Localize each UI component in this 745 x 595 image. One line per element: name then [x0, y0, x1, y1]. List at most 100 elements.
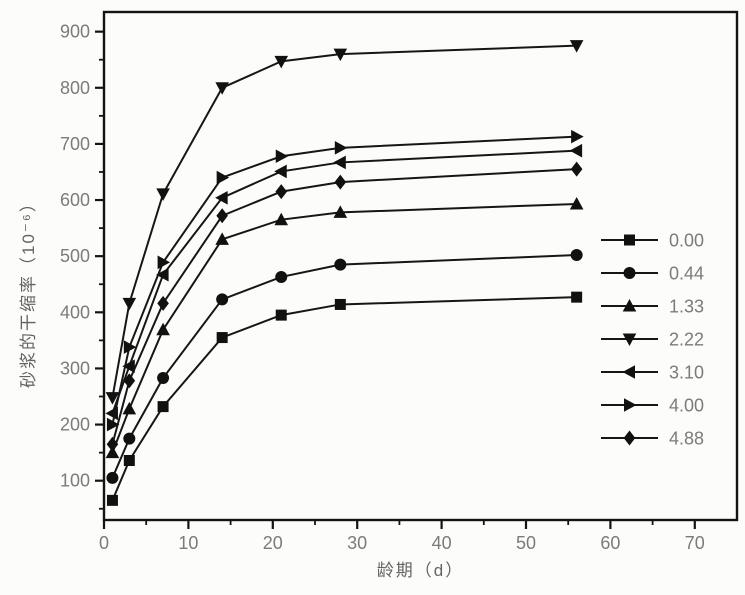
series-1.33 — [105, 196, 584, 459]
triangle-down-marker — [274, 55, 289, 69]
triangle-up-marker — [333, 205, 348, 218]
triangle-down-marker — [215, 82, 229, 95]
triangle-right-marker — [624, 398, 637, 412]
x-tick-label: 70 — [685, 533, 705, 553]
legend-item-4.88: 4.88 — [601, 429, 704, 449]
x-tick-label: 30 — [347, 533, 367, 553]
triangle-up-marker — [274, 212, 289, 226]
legend-label: 2.22 — [669, 330, 704, 350]
legend-label: 1.33 — [669, 297, 704, 317]
series-line — [111, 149, 577, 414]
y-tick-labels: 100 200 300 400 500 600 700 800 900 — [60, 22, 90, 491]
y-axis-label: 砂浆的干缩率（10⁻⁶） — [19, 193, 38, 388]
legend-item-1.33: 1.33 — [601, 297, 704, 317]
triangle-right-marker — [157, 255, 171, 270]
circle-marker — [570, 249, 583, 262]
legend: 0.00 0.44 1.33 2.22 3.10 4.00 4.88 — [601, 231, 704, 449]
square-marker — [624, 234, 635, 246]
diamond-marker — [157, 295, 169, 311]
legend-item-0.00: 0.00 — [601, 231, 704, 251]
x-tick-label: 60 — [600, 533, 620, 553]
legend-label: 3.10 — [669, 363, 704, 383]
x-tick-labels: 0 10 20 30 40 50 60 70 — [99, 533, 705, 553]
y-tick-label: 400 — [60, 302, 90, 322]
axis-ticks — [95, 30, 696, 529]
triangle-right-marker — [571, 129, 584, 144]
triangle-left-marker — [122, 359, 135, 373]
triangle-right-marker — [123, 340, 137, 354]
triangle-right-marker — [275, 149, 289, 164]
legend-item-2.22: 2.22 — [601, 330, 704, 350]
series-line — [111, 254, 577, 479]
legend-item-4.00: 4.00 — [601, 396, 704, 416]
circle-marker — [157, 371, 170, 384]
y-tick-label: 100 — [60, 471, 90, 491]
circle-marker — [106, 471, 119, 484]
plot-frame — [102, 10, 739, 522]
triangle-right-marker — [106, 417, 120, 432]
y-tick-label: 800 — [60, 78, 90, 98]
diamond-marker — [334, 174, 347, 190]
square-marker — [106, 494, 118, 506]
x-tick-label: 50 — [516, 533, 536, 553]
triangle-down-marker — [622, 333, 637, 346]
series-0.44 — [106, 249, 583, 484]
x-tick-label: 0 — [99, 533, 109, 553]
legend-label: 0.44 — [669, 264, 704, 284]
y-tick-label: 600 — [60, 190, 90, 210]
triangle-down-marker — [156, 188, 170, 201]
triangle-up-marker — [215, 232, 229, 245]
triangle-up-marker — [569, 196, 584, 210]
diamond-marker — [570, 161, 583, 177]
triangle-down-marker — [333, 48, 348, 62]
series-4.00 — [106, 129, 584, 432]
triangle-left-marker — [274, 164, 287, 179]
series-2.22 — [105, 40, 584, 405]
square-marker — [157, 401, 169, 413]
triangle-left-marker — [569, 143, 583, 158]
y-tick-label: 300 — [60, 358, 90, 378]
triangle-down-marker — [122, 297, 137, 311]
triangle-up-marker — [122, 401, 137, 415]
triangle-up-marker — [622, 299, 637, 312]
legend-label: 4.00 — [669, 396, 704, 416]
legend-label: 4.88 — [669, 429, 704, 449]
y-tick-label: 900 — [60, 22, 90, 42]
legend-item-3.10: 3.10 — [601, 363, 704, 383]
x-tick-label: 10 — [178, 533, 198, 553]
triangle-right-marker — [334, 141, 348, 155]
series-0.00 — [106, 291, 583, 506]
circle-marker — [275, 270, 288, 283]
triangle-down-marker — [105, 392, 120, 405]
circle-marker — [123, 432, 136, 445]
triangle-up-marker — [156, 322, 170, 336]
square-marker — [216, 332, 228, 344]
circle-marker — [216, 293, 229, 306]
square-marker — [275, 309, 287, 321]
legend-label: 0.00 — [669, 231, 704, 251]
series-line — [111, 296, 577, 501]
square-marker — [123, 454, 135, 466]
diamond-marker — [275, 184, 288, 200]
circle-marker — [334, 258, 347, 271]
square-marker — [571, 291, 583, 303]
series-4.88 — [106, 161, 583, 452]
series-3.10 — [105, 143, 583, 421]
x-tick-label: 40 — [432, 533, 452, 553]
y-tick-label: 700 — [60, 134, 90, 154]
series-line — [111, 202, 577, 454]
triangle-down-marker — [569, 40, 584, 53]
y-tick-label: 200 — [60, 415, 90, 435]
triangle-left-marker — [156, 267, 169, 282]
y-tick-label: 500 — [60, 246, 90, 266]
x-tick-label: 20 — [263, 533, 283, 553]
square-marker — [334, 298, 346, 310]
triangle-left-marker — [215, 190, 228, 205]
triangle-left-marker — [622, 365, 635, 379]
diamond-marker — [123, 373, 136, 389]
triangle-left-marker — [333, 155, 346, 170]
diamond-marker — [623, 430, 636, 446]
legend-item-0.44: 0.44 — [601, 264, 704, 284]
